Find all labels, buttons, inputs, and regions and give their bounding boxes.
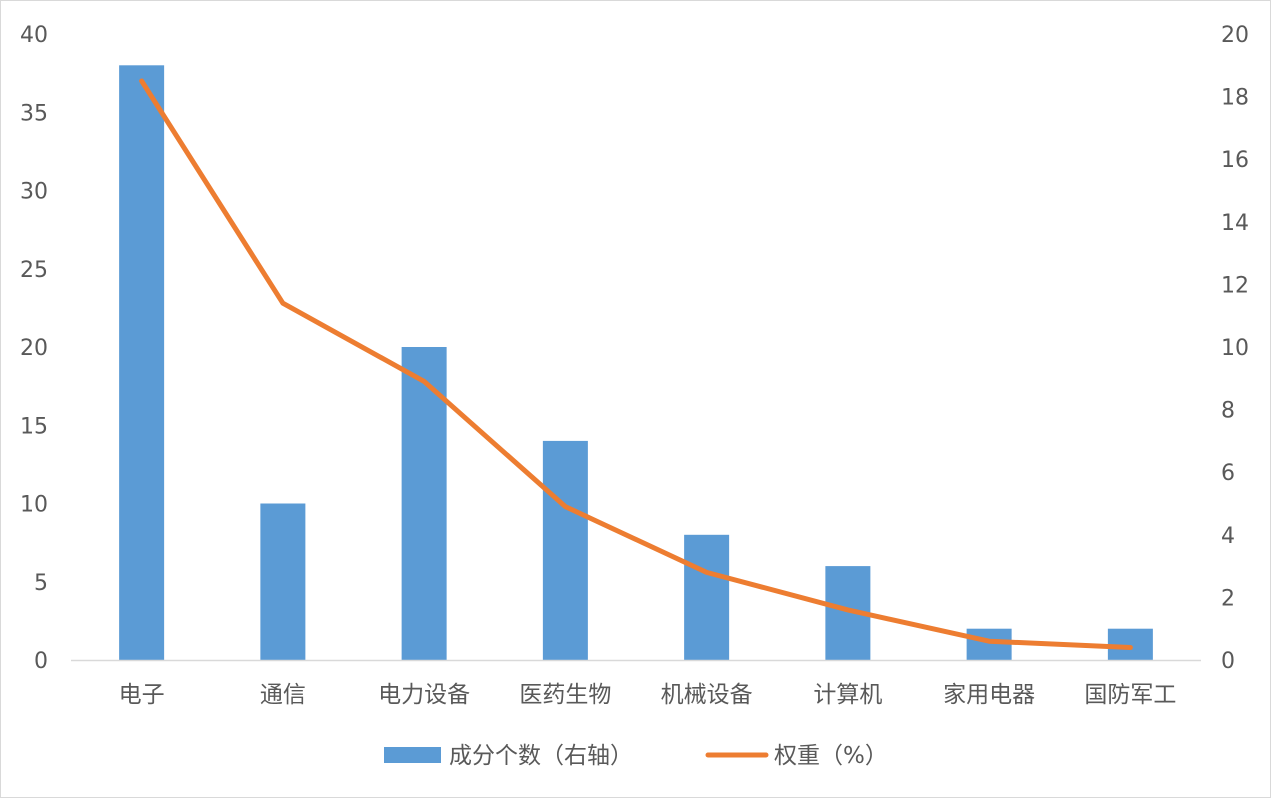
right-tick-label: 4	[1221, 524, 1235, 549]
bar-机械设备	[684, 535, 729, 660]
right-tick-label: 16	[1221, 148, 1249, 173]
x-axis-category-labels: 电子 通信 电力设备 医药生物 机械设备 计算机 家用电器 国防军工	[119, 682, 1177, 708]
category-label: 电子	[119, 682, 165, 708]
right-tick-label: 2	[1221, 586, 1235, 611]
bar-通信	[260, 504, 305, 661]
category-label: 通信	[260, 682, 306, 708]
left-tick-label: 30	[20, 180, 48, 205]
legend-line-label: 权重（%）	[774, 743, 888, 769]
bar-医药生物	[543, 441, 588, 660]
left-tick-label: 0	[34, 649, 48, 674]
left-tick-label: 10	[20, 493, 48, 518]
right-tick-label: 8	[1221, 399, 1235, 424]
right-tick-label: 6	[1221, 461, 1235, 486]
right-tick-label: 0	[1221, 649, 1235, 674]
category-label: 国防军工	[1084, 682, 1176, 708]
right-tick-label: 14	[1221, 211, 1249, 236]
legend-bar-swatch	[384, 747, 441, 763]
right-tick-label: 20	[1221, 23, 1249, 48]
right-tick-label: 12	[1221, 273, 1249, 298]
right-y-axis-ticks: 0 2 4 6 8 10 12 14 16 18 20	[1221, 23, 1249, 674]
right-tick-label: 10	[1221, 336, 1249, 361]
legend: 成分个数（右轴） 权重（%）	[384, 743, 888, 769]
bar-series-layer	[119, 65, 1153, 660]
left-tick-label: 5	[34, 571, 48, 596]
bar-电子	[119, 65, 164, 660]
left-y-axis-ticks: 0 5 10 15 20 25 30 35 40	[20, 23, 48, 674]
category-label: 计算机	[813, 682, 882, 708]
category-label: 家用电器	[943, 682, 1035, 708]
left-tick-label: 35	[20, 101, 48, 126]
left-tick-label: 20	[20, 336, 48, 361]
left-tick-label: 15	[20, 414, 48, 439]
left-tick-label: 25	[20, 258, 48, 283]
right-tick-label: 18	[1221, 86, 1249, 111]
legend-bar-label: 成分个数（右轴）	[449, 743, 633, 769]
left-tick-label: 40	[20, 23, 48, 48]
category-label: 医药生物	[519, 682, 611, 708]
category-label: 机械设备	[661, 682, 753, 708]
category-label: 电力设备	[378, 682, 470, 708]
